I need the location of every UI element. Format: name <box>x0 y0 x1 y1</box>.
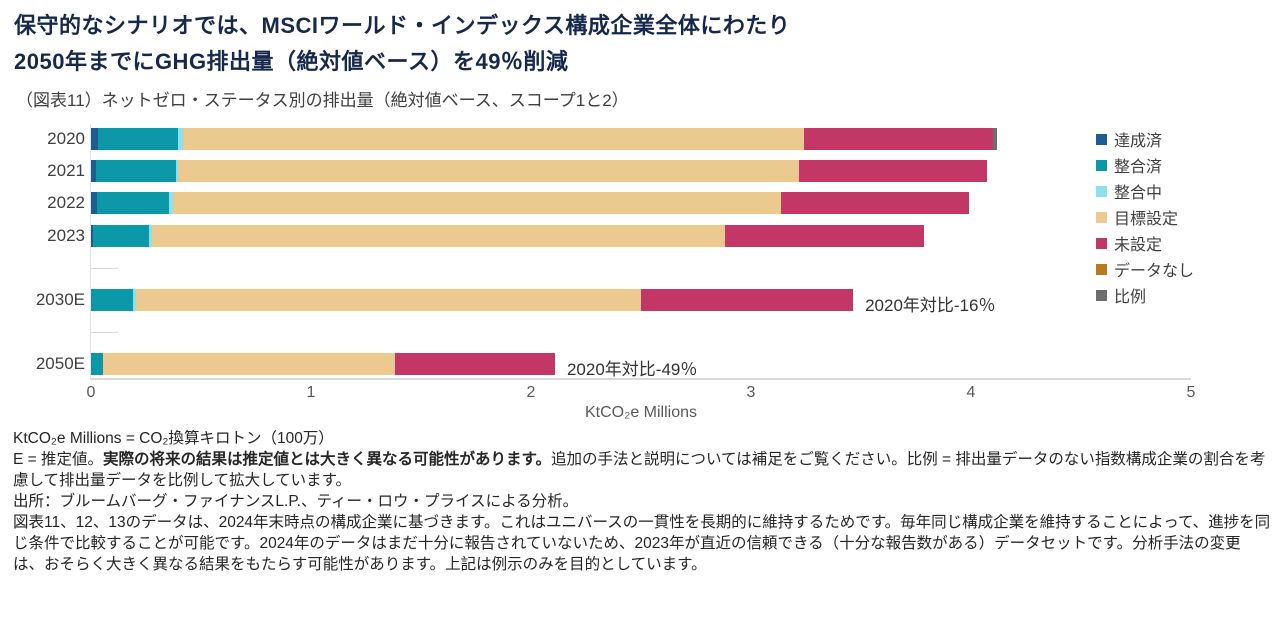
footnote-estimate-warning: 実際の将来の結果は推定値とは大きく異なる可能性があります。 <box>103 451 551 468</box>
y-axis-line <box>90 124 91 380</box>
bar-segment-2021-整合中 <box>175 160 178 183</box>
legend-swatch-icon <box>1096 237 1107 249</box>
x-axis-tick-4: 4 <box>966 384 976 401</box>
bar-segment-2021-達成済 <box>91 160 97 183</box>
y-axis-label-2050E: 2050E <box>35 354 85 374</box>
y-axis-label-2021: 2021 <box>47 161 85 181</box>
bar-segment-2022-達成済 <box>91 192 97 215</box>
y-axis-label-2023: 2023 <box>47 225 85 245</box>
legend-label: 整合済 <box>1114 159 1163 176</box>
bar-segment-2021-目標設定 <box>177 160 799 183</box>
bar-segment-2050E-整合済 <box>91 353 103 376</box>
legend-label: 目標設定 <box>1114 211 1179 228</box>
legend-label: 整合中 <box>1114 185 1163 202</box>
bar-segment-2020-比例 <box>993 128 997 150</box>
x-axis-tick-3: 3 <box>746 384 756 401</box>
bar-segment-2022-整合中 <box>168 192 173 215</box>
legend-swatch-icon <box>1096 133 1107 145</box>
footnote-estimate-rest: 追加の手法と説明については補足をご覧ください。比例 = 排出量データのない指数構… <box>13 451 1266 489</box>
x-axis-tick-5: 5 <box>1186 384 1196 401</box>
empty-year-row-line <box>91 267 118 269</box>
legend-item-未設定: 未設定 <box>1096 230 1194 256</box>
bar-segment-2023-目標設定 <box>152 224 726 247</box>
legend-swatch-icon <box>1096 263 1107 275</box>
x-axis-title: KtCO₂e Millions <box>584 404 697 421</box>
y-axis-label-2022: 2022 <box>47 193 85 213</box>
bar-segment-2020-達成済 <box>91 128 99 150</box>
page-title-line1: 保守的なシナリオでは、MSCIワールド・インデックス構成企業全体にわたり <box>14 13 791 38</box>
bar-segment-2021-整合済 <box>96 160 176 183</box>
legend-label: データなし <box>1114 263 1195 280</box>
page-title-line2: 2050年までにGHG排出量（絶対値ベース）を49％削減 <box>14 49 569 74</box>
bar-segment-2020-整合中 <box>177 128 183 150</box>
bar-segment-2030E-整合済 <box>91 289 134 311</box>
footnote-source: 出所：ブルームバーグ・ファイナンスL.P.、ティー・ロウ・プライスによる分析。 <box>13 493 579 510</box>
bar-segment-2030E-整合中 <box>133 289 137 311</box>
legend-label: 比例 <box>1114 289 1147 306</box>
bar-segment-2030E-未設定 <box>641 289 854 311</box>
footnotes: KtCO₂e Millions = CO₂換算キロトン（100万） E = 推定… <box>13 428 1271 575</box>
footnote-units: KtCO₂e Millions = CO₂換算キロトン（100万） <box>13 430 334 447</box>
legend-swatch-icon <box>1096 159 1107 171</box>
x-axis-tick-2: 2 <box>526 384 536 401</box>
bar-annotation-2030E: 2020年対比-16％ <box>865 296 996 315</box>
legend-item-達成済: 達成済 <box>1096 126 1194 152</box>
bar-segment-2023-未設定 <box>725 224 925 247</box>
legend-label: 達成済 <box>1114 133 1163 150</box>
empty-year-row-line <box>91 332 118 334</box>
legend-swatch-icon <box>1096 211 1107 223</box>
footnote-estimate-prefix: E = 推定値。 <box>13 451 104 468</box>
bar-segment-2023-達成済 <box>91 224 93 247</box>
x-axis-tick-1: 1 <box>306 384 316 401</box>
x-axis-tick-0: 0 <box>86 384 96 401</box>
y-axis-label-2020: 2020 <box>47 129 85 148</box>
bar-segment-2050E-目標設定 <box>102 353 396 376</box>
page-title: 保守的なシナリオでは、MSCIワールド・インデックス構成企業全体にわたり 205… <box>14 8 790 80</box>
legend-item-目標設定: 目標設定 <box>1096 204 1194 230</box>
y-axis-label-2030E: 2030E <box>35 290 85 309</box>
footnote-estimate: E = 推定値。実際の将来の結果は推定値とは大きく異なる可能性があります。追加の… <box>13 449 1271 491</box>
bar-segment-2020-未設定 <box>804 128 993 150</box>
bar-segment-2020-目標設定 <box>182 128 804 150</box>
bar-segment-2050E-未設定 <box>395 353 555 376</box>
footnote-methodology: 図表11、12、13のデータは、2024年末時点の構成企業に基づきます。これはユ… <box>13 514 1271 573</box>
legend-swatch-icon <box>1096 289 1107 301</box>
legend-item-整合済: 整合済 <box>1096 152 1194 178</box>
legend-swatch-icon <box>1096 185 1107 197</box>
legend-item-比例: 比例 <box>1096 282 1194 308</box>
bar-segment-2022-整合済 <box>96 192 169 215</box>
bar-segment-2023-整合済 <box>92 224 150 247</box>
bar-segment-2022-未設定 <box>780 192 969 215</box>
legend-item-データなし: データなし <box>1096 256 1194 282</box>
bar-segment-2022-目標設定 <box>172 192 781 215</box>
legend-label: 未設定 <box>1114 237 1163 254</box>
bar-segment-2021-未設定 <box>798 160 988 183</box>
bar-segment-2023-整合中 <box>149 224 153 247</box>
bar-segment-2020-整合済 <box>98 128 178 150</box>
stacked-bar-chart: 2020 2021 2022 2023 2030E 2020年対比-16％ 2050E 202… <box>0 118 1280 423</box>
figure-caption: （図表11）ネットゼロ・ステータス別の排出量（絶対値ベース、スコープ1と2） <box>16 91 629 110</box>
bar-segment-2030E-目標設定 <box>136 289 641 311</box>
chart-legend: 達成済整合済整合中目標設定未設定データなし比例 <box>1096 126 1194 308</box>
x-axis-line <box>91 378 1191 380</box>
bar-annotation-2050E: 2020年対比-49％ <box>566 360 698 380</box>
legend-item-整合中: 整合中 <box>1096 178 1194 204</box>
